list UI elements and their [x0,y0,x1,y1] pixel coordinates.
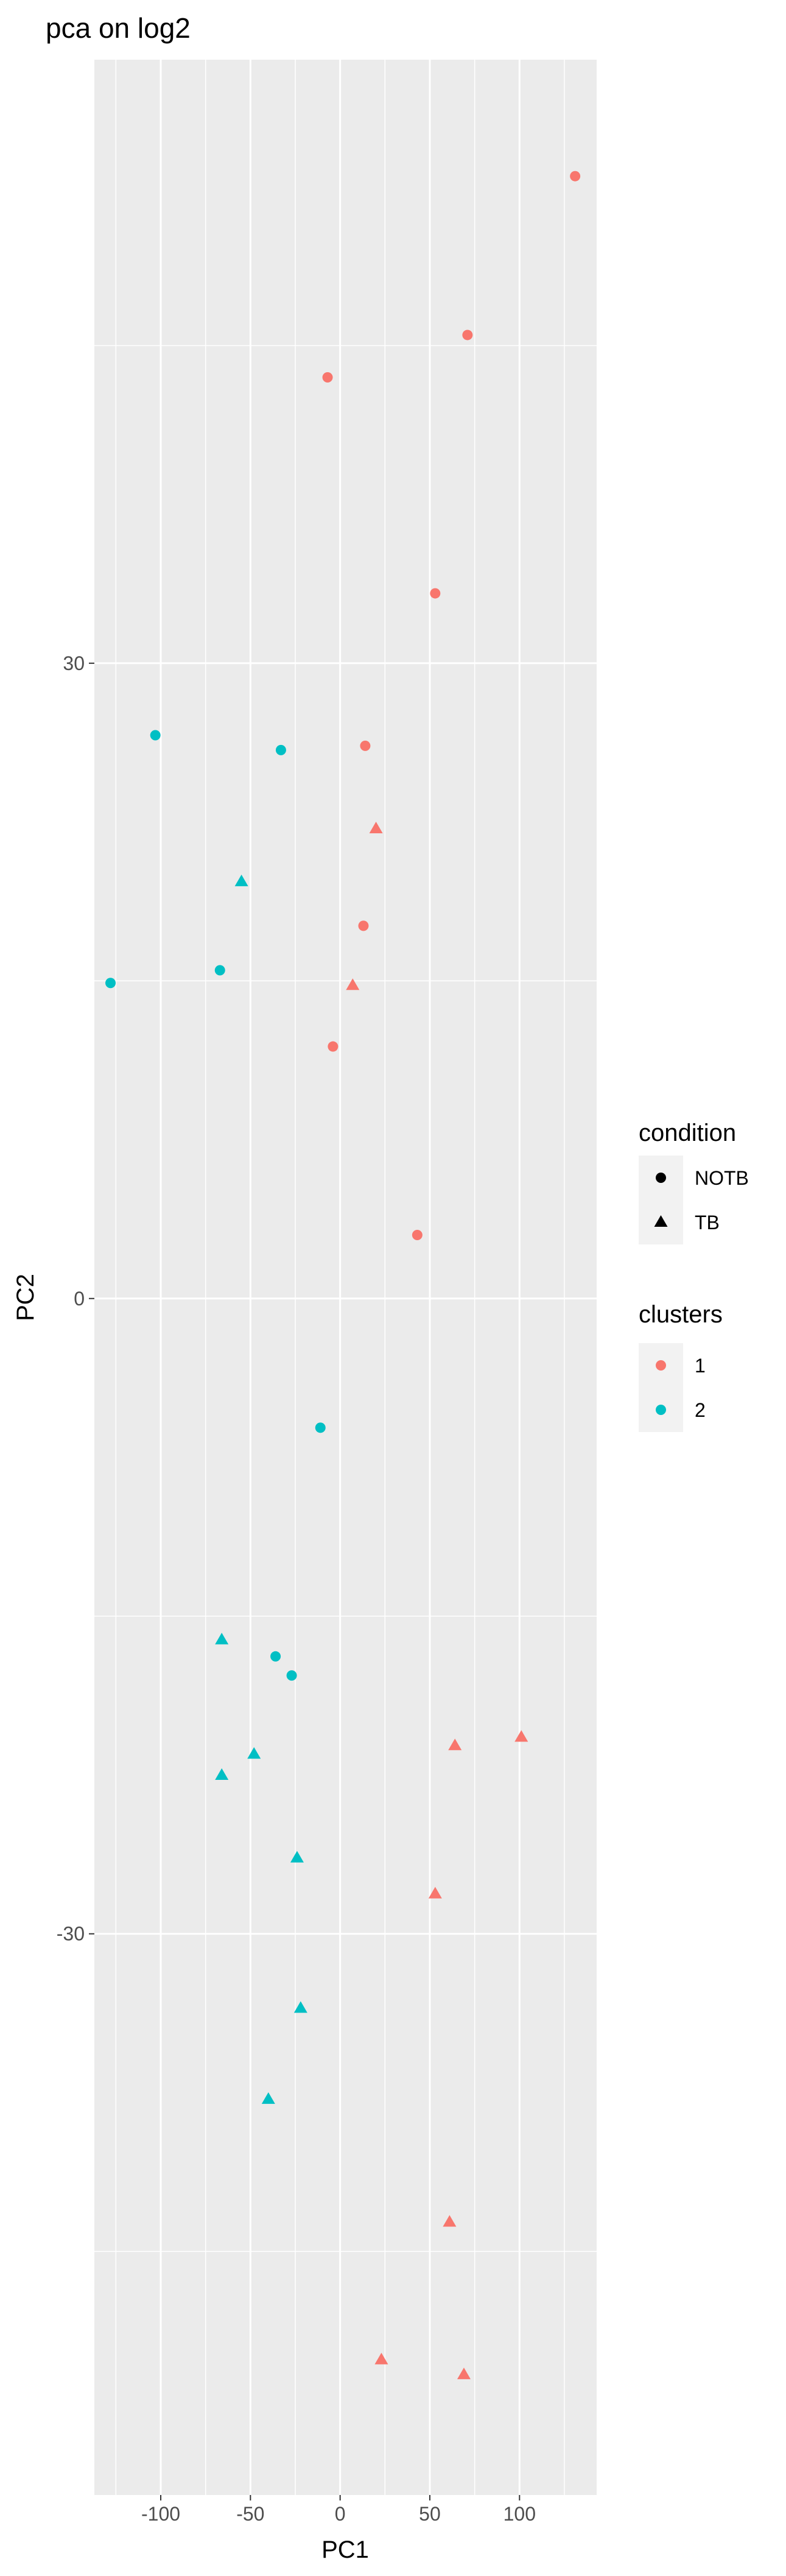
data-point-tb [293,2001,307,2013]
data-point-notb [322,372,333,383]
data-point-tb [247,1747,261,1759]
data-point-tb [261,2092,275,2104]
data-point-tb [215,1768,229,1780]
y-tick-label: 0 [74,1288,85,1310]
data-point-notb [358,920,369,931]
data-point-tb [346,978,360,990]
data-point-notb [214,965,225,976]
x-axis: -100 -50 0 50 100 [141,2495,536,2525]
data-point-tb [428,1886,442,1899]
y-axis: -30 0 30 [57,652,94,1945]
data-point-tb [457,2367,471,2379]
data-point-notb [270,1651,281,1662]
chart-title: pca on log2 [46,12,191,44]
x-tick-label: 0 [335,2503,346,2525]
data-point-notb [286,1670,297,1681]
y-tick-label: 30 [63,652,85,674]
y-axis-title: PC2 [12,1274,39,1321]
legend-triangle-icon [654,1215,668,1227]
data-point-tb [215,1632,229,1645]
legend-title-condition: condition [639,1120,736,1146]
x-tick-label: -50 [236,2503,264,2525]
data-point-tb [290,1851,304,1863]
x-axis-title: PC1 [321,2536,369,2563]
data-point-tb [514,1730,528,1742]
grid-lines [94,60,597,2495]
legend-title-clusters: clusters [639,1301,723,1328]
legend-label-notb: NOTB [695,1167,749,1189]
x-tick-label: -100 [141,2503,180,2525]
data-point-tb [374,2352,388,2365]
data-point-tb [369,821,383,833]
data-point-tb [443,2215,457,2227]
data-point-notb [105,978,116,989]
plot-panel [94,60,597,2495]
data-point-notb [360,740,371,751]
legend-label-cluster-2: 2 [695,1399,706,1421]
data-point-notb [328,1041,339,1052]
data-point-notb [430,588,441,599]
data-point-notb [150,730,161,741]
legend-circle-icon [656,1173,666,1183]
data-point-notb [570,171,581,182]
data-point-notb [412,1229,423,1240]
data-point-notb [275,744,286,755]
legend-cluster-2-icon [656,1405,666,1415]
legend-label-tb: TB [695,1212,720,1233]
legend-label-cluster-1: 1 [695,1355,706,1377]
x-tick-label: 100 [504,2503,536,2525]
data-point-tb [448,1738,462,1751]
legend: condition NOTB TB clusters 1 2 [639,1120,749,1432]
x-tick-label: 50 [419,2503,441,2525]
legend-cluster-1-icon [656,1360,666,1371]
data-points [105,171,581,2379]
data-point-notb [315,1422,326,1433]
data-point-notb [462,330,473,341]
y-tick-label: -30 [57,1923,85,1945]
data-point-tb [234,874,248,886]
